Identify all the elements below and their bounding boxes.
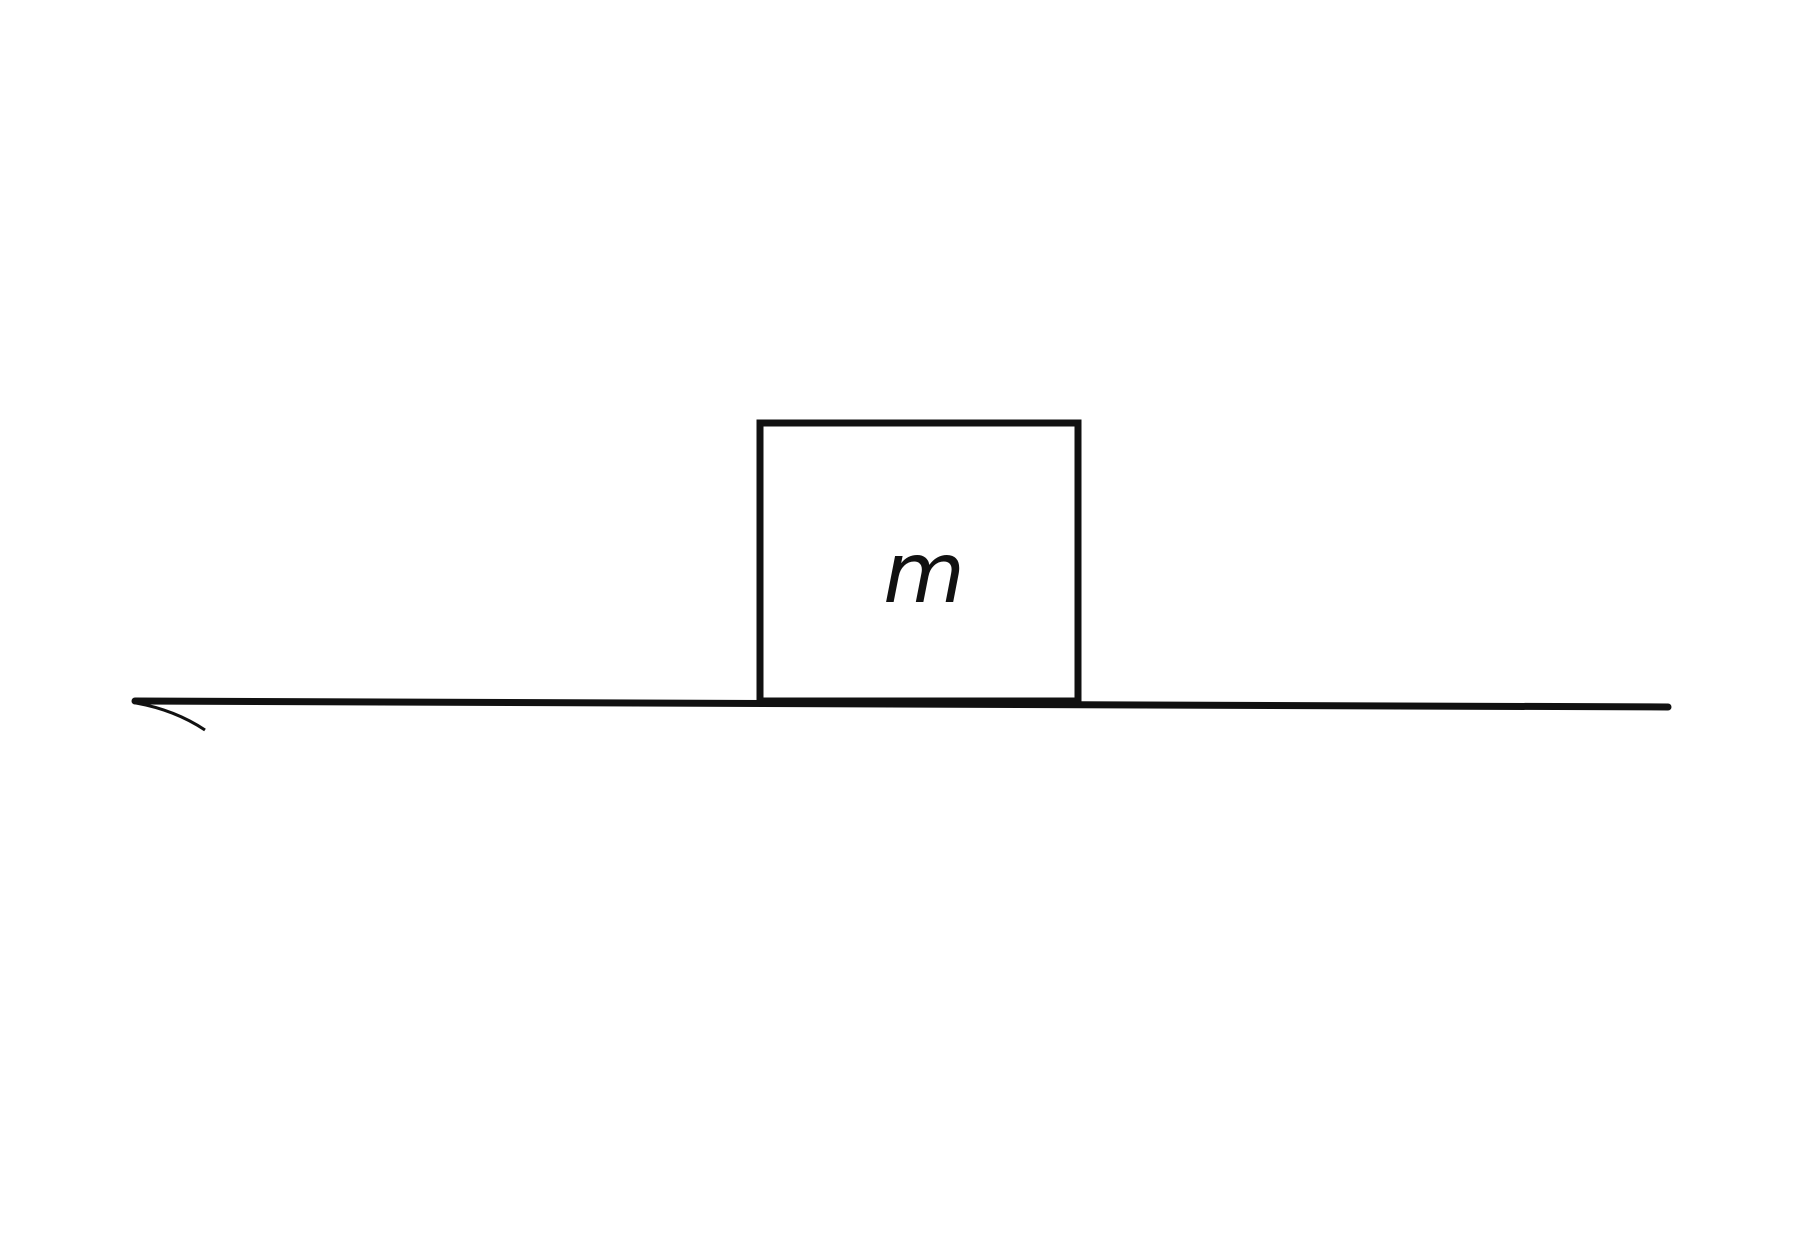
mass-block <box>756 419 1082 705</box>
mass-label: m <box>883 524 965 622</box>
surface-left-tick <box>135 701 206 732</box>
